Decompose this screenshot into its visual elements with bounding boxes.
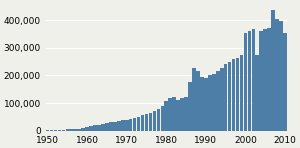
Bar <box>141 115 144 131</box>
Bar <box>113 122 117 131</box>
Bar <box>54 130 57 131</box>
Bar <box>89 126 93 131</box>
Bar <box>50 130 53 131</box>
Bar <box>244 33 247 131</box>
Bar <box>105 123 109 131</box>
Bar <box>133 118 136 131</box>
Bar <box>70 129 73 131</box>
Bar <box>148 113 152 131</box>
Bar <box>196 71 200 131</box>
Bar <box>176 100 180 131</box>
Bar <box>283 33 287 131</box>
Bar <box>208 75 211 131</box>
Bar <box>93 125 97 131</box>
Bar <box>121 120 124 131</box>
Bar <box>180 98 184 131</box>
Bar <box>192 69 196 131</box>
Bar <box>172 97 176 131</box>
Bar <box>125 120 128 131</box>
Bar <box>251 29 255 131</box>
Bar <box>184 97 188 131</box>
Bar <box>228 62 231 131</box>
Bar <box>204 78 208 131</box>
Bar <box>153 111 156 131</box>
Bar <box>145 114 148 131</box>
Bar <box>224 64 227 131</box>
Bar <box>160 106 164 131</box>
Bar <box>46 130 50 131</box>
Bar <box>271 10 275 131</box>
Bar <box>240 56 243 131</box>
Bar <box>188 82 192 131</box>
Bar <box>164 101 168 131</box>
Bar <box>58 130 61 131</box>
Bar <box>256 56 259 131</box>
Bar <box>81 128 85 131</box>
Bar <box>74 129 77 131</box>
Bar <box>117 121 121 131</box>
Bar <box>200 77 204 131</box>
Bar <box>97 125 101 131</box>
Bar <box>101 124 105 131</box>
Bar <box>168 98 172 131</box>
Bar <box>236 58 239 131</box>
Bar <box>248 31 251 131</box>
Bar <box>220 68 224 131</box>
Bar <box>77 129 81 131</box>
Bar <box>129 119 133 131</box>
Bar <box>267 28 271 131</box>
Bar <box>216 71 220 131</box>
Bar <box>232 59 236 131</box>
Bar <box>137 117 140 131</box>
Bar <box>212 74 216 131</box>
Bar <box>260 31 263 131</box>
Bar <box>61 130 65 131</box>
Bar <box>109 122 113 131</box>
Bar <box>65 129 69 131</box>
Bar <box>279 21 283 131</box>
Bar <box>275 19 279 131</box>
Bar <box>263 29 267 131</box>
Bar <box>157 108 160 131</box>
Bar <box>85 127 89 131</box>
